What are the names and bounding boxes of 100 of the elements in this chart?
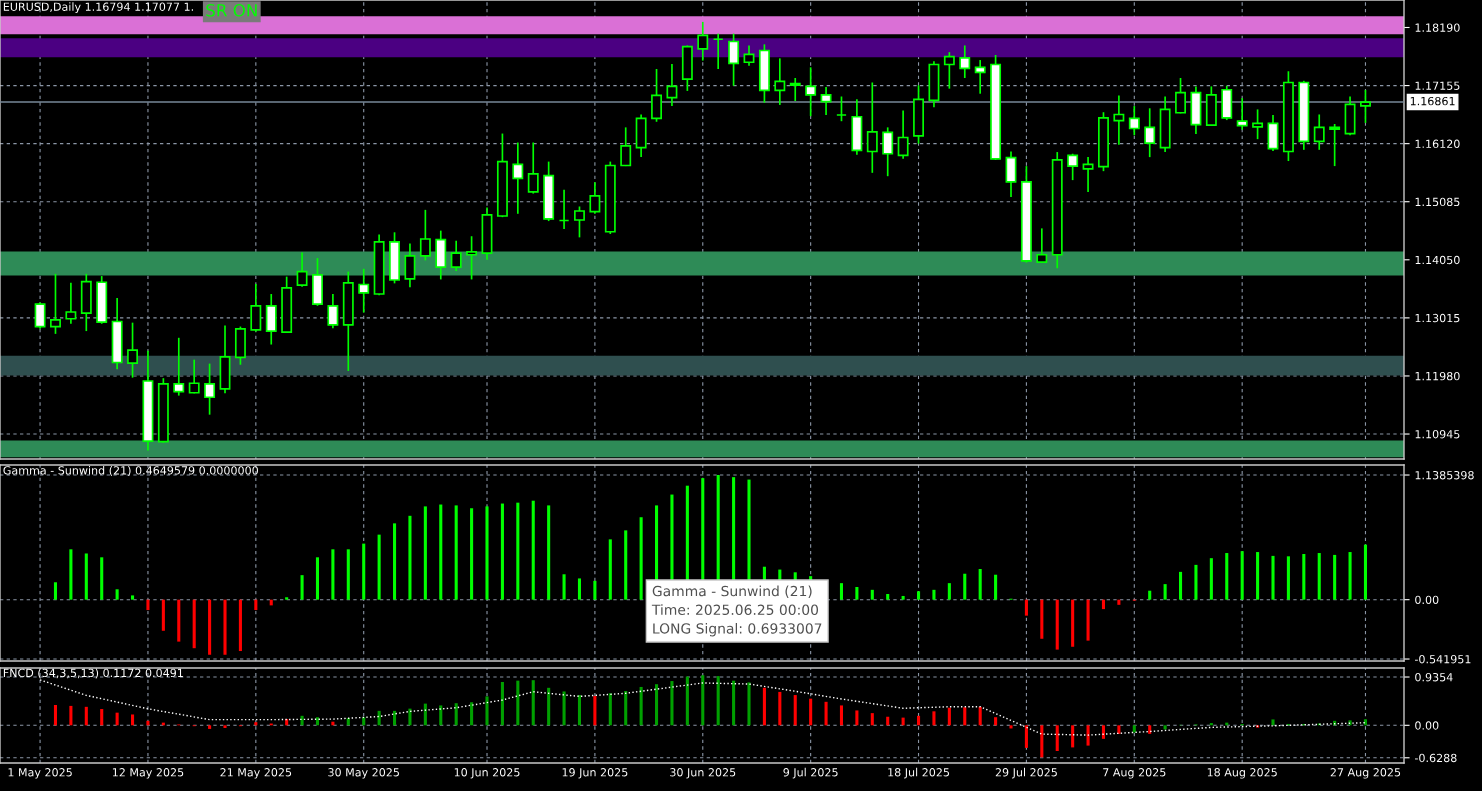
bar <box>161 599 165 631</box>
candlestick <box>327 293 339 330</box>
bar <box>994 717 998 726</box>
bar <box>131 714 135 726</box>
bar <box>608 539 612 600</box>
bar <box>839 583 844 600</box>
bar <box>192 599 196 649</box>
bar <box>747 682 751 726</box>
x-tick-label: 10 Jun 2025 <box>454 768 520 779</box>
bar <box>1348 552 1352 600</box>
bar <box>84 706 88 726</box>
bar <box>886 593 890 600</box>
bar <box>608 693 612 726</box>
bar <box>285 597 289 600</box>
bar <box>439 705 443 726</box>
bar <box>963 707 967 726</box>
bar <box>1024 725 1028 748</box>
bar <box>100 557 104 600</box>
bar <box>331 549 335 600</box>
bar <box>500 681 504 726</box>
candlestick <box>1360 89 1371 124</box>
bar <box>1317 553 1321 600</box>
y-tick-label: 1.14050 <box>1415 255 1460 265</box>
x-tick-label: 29 Jul 2025 <box>995 767 1057 779</box>
bar <box>778 691 782 726</box>
bar <box>593 695 597 726</box>
bar <box>208 599 212 655</box>
bar <box>393 523 397 600</box>
bar <box>839 705 844 726</box>
x-tick-label: 30 May 2025 <box>328 768 399 779</box>
bar <box>315 717 320 726</box>
bar <box>223 725 227 728</box>
bar <box>1071 599 1075 647</box>
bar <box>593 580 597 600</box>
bar <box>978 706 982 726</box>
bar <box>855 586 859 600</box>
candlestick <box>574 205 585 239</box>
bar <box>531 680 535 726</box>
x-tick-label: 19 Jun 2025 <box>562 768 628 779</box>
y-tick-label: 1.15085 <box>1415 197 1460 207</box>
x-tick-label: 12 May 2025 <box>112 768 184 779</box>
candlestick <box>50 272 61 335</box>
bar <box>1132 725 1136 733</box>
candlestick <box>789 77 801 102</box>
annotation: SR ON <box>206 3 257 17</box>
bar <box>1040 725 1044 758</box>
bar <box>716 676 720 726</box>
y-tick-label: 0.9354 <box>1415 672 1453 682</box>
bar <box>932 589 936 600</box>
candlestick <box>651 68 662 123</box>
x-tick-label: 30 Jun 2025 <box>670 768 736 779</box>
bar <box>485 696 489 726</box>
candlestick <box>820 86 832 116</box>
bar <box>1148 725 1152 734</box>
bar <box>701 675 705 726</box>
bar <box>1024 599 1028 616</box>
candlestick <box>1067 152 1079 181</box>
candlestick <box>805 66 817 117</box>
candlestick <box>836 95 847 123</box>
candlestick <box>774 57 786 106</box>
bar <box>732 680 736 726</box>
y-tick-label: 1.17155 <box>1415 81 1460 90</box>
bar <box>53 582 58 600</box>
bar <box>1271 555 1275 600</box>
bar <box>901 595 905 600</box>
candlestick <box>558 188 570 230</box>
candlestick <box>527 141 539 195</box>
bar <box>1363 544 1368 600</box>
bar <box>916 591 921 600</box>
bar <box>1240 551 1244 600</box>
bar <box>547 687 551 726</box>
bar <box>1117 725 1121 734</box>
bar <box>1117 599 1121 605</box>
chart-title: FNCD (34,3,5,13) 0.1172 0.0491 <box>3 668 183 679</box>
bar <box>1256 552 1260 600</box>
bar <box>963 573 967 600</box>
bar <box>978 569 982 600</box>
candlestick <box>1082 156 1094 193</box>
bar <box>577 578 582 600</box>
bar <box>439 504 443 600</box>
bar <box>824 701 828 726</box>
bar <box>947 583 951 600</box>
bar <box>470 508 474 600</box>
bar <box>454 703 458 726</box>
candlestick <box>466 235 478 281</box>
bar <box>670 681 674 726</box>
bar <box>1286 556 1290 600</box>
y-tick-label: 1.13015 <box>1415 313 1460 323</box>
bar <box>1055 599 1059 650</box>
bar <box>1055 725 1059 752</box>
bar <box>516 680 520 726</box>
y-tick-label: 1.10945 <box>1415 430 1460 439</box>
bar <box>100 709 104 726</box>
bar <box>115 712 119 726</box>
candlestick <box>65 281 77 325</box>
bar <box>916 715 921 726</box>
bar <box>886 716 890 726</box>
bar <box>531 500 535 600</box>
chart-title: Gamma - Sunwind (21) 0.4649579 0.0000000 <box>3 465 258 476</box>
candlestick <box>974 59 986 95</box>
